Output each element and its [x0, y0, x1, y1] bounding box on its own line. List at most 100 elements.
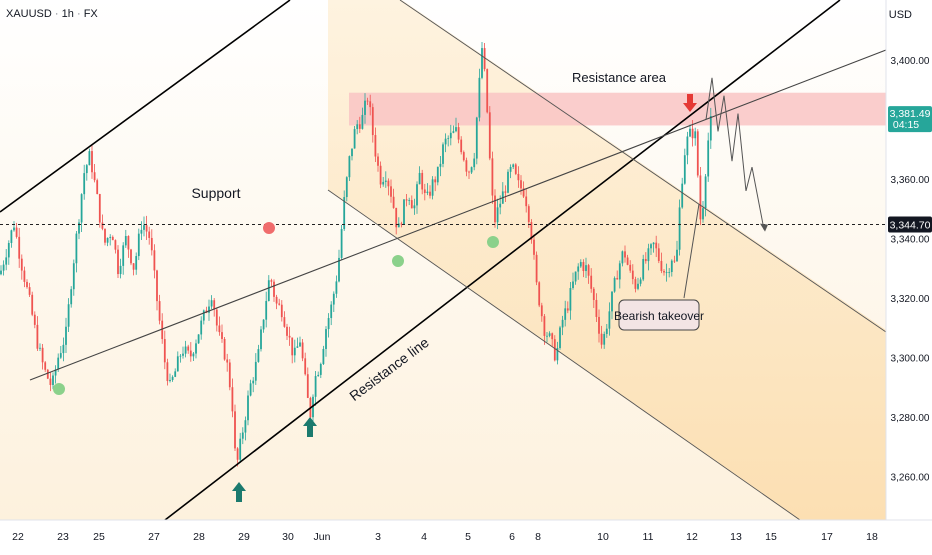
candle-body	[491, 158, 494, 196]
candle-body	[520, 180, 522, 189]
candle-body	[481, 48, 483, 78]
candle-body	[704, 176, 707, 209]
candle-body	[686, 136, 689, 156]
price-axis[interactable]	[886, 0, 932, 520]
candle-body	[527, 206, 530, 223]
candle-body	[364, 100, 366, 115]
support-level-value: 3,344.70	[890, 220, 931, 232]
candle-body	[59, 353, 62, 358]
candle-body	[509, 167, 512, 172]
candle-body	[330, 304, 333, 319]
time-tick-label: 23	[57, 531, 69, 543]
candle-body	[657, 248, 660, 261]
candle-body	[639, 279, 642, 284]
candle-body	[356, 124, 359, 130]
candle-body	[613, 278, 616, 292]
candle-body	[179, 355, 182, 357]
candle-body	[647, 248, 650, 262]
candle-body	[78, 222, 80, 234]
candle-body	[522, 188, 525, 197]
candle-body	[236, 448, 239, 460]
candle-body	[278, 303, 281, 305]
candle-body	[239, 438, 242, 460]
candle-body	[93, 172, 96, 181]
candle-body	[650, 244, 652, 249]
candle-body	[470, 167, 473, 173]
candle-body	[663, 271, 665, 273]
candle-body	[413, 205, 416, 209]
candle-body	[473, 158, 476, 168]
candle-body	[533, 239, 535, 255]
candle-body	[371, 107, 374, 136]
time-tick-label: 8	[535, 531, 541, 543]
candle-body	[600, 333, 603, 345]
candle-body	[408, 200, 411, 201]
time-axis[interactable]	[0, 520, 932, 550]
candle-body	[673, 260, 676, 262]
price-tick-label: 3,360.00	[891, 175, 930, 186]
candle-body	[626, 257, 629, 265]
candle-body	[306, 374, 309, 398]
candle-body	[208, 306, 210, 313]
candle-body	[681, 183, 684, 208]
candle-body	[535, 254, 538, 283]
candle-body	[369, 101, 372, 108]
candle-body	[395, 207, 398, 228]
green-dot-marker	[487, 236, 499, 248]
candle-body	[439, 163, 442, 167]
candle-body	[286, 326, 288, 336]
candle-body	[226, 359, 229, 363]
price-tick-label: 3,400.00	[891, 56, 930, 67]
candle-body	[499, 203, 502, 208]
candle-body	[140, 229, 143, 234]
candle-body	[338, 257, 340, 282]
candle-body	[416, 184, 418, 206]
candle-body	[26, 281, 28, 288]
candle-body	[652, 242, 655, 245]
resistance-area-label: Resistance area	[572, 70, 667, 85]
candle-body	[574, 271, 577, 282]
candle-body	[114, 240, 117, 250]
candle-body	[709, 116, 712, 141]
candle-body	[10, 230, 13, 243]
candle-body	[247, 395, 249, 421]
candle-body	[668, 272, 671, 273]
candle-body	[343, 197, 346, 230]
candle-body	[244, 420, 247, 433]
candle-body	[403, 199, 405, 225]
candle-body	[280, 304, 283, 318]
candle-body	[117, 249, 119, 275]
candle-body	[689, 128, 691, 137]
projection-path	[705, 77, 765, 230]
candle-body	[176, 356, 179, 372]
time-tick-label: 6	[509, 531, 515, 543]
symbol-header[interactable]: XAUUSD · 1h · FX	[6, 8, 98, 20]
candle-body	[696, 131, 699, 176]
candle-body	[127, 236, 130, 250]
candle-body	[20, 258, 23, 271]
candle-body	[153, 250, 156, 271]
candle-body	[538, 282, 541, 306]
candle-body	[366, 100, 369, 102]
candle-body	[488, 112, 491, 159]
candle-body	[462, 152, 465, 161]
candle-body	[514, 164, 517, 174]
candle-body	[28, 287, 31, 295]
candle-body	[582, 262, 585, 272]
time-tick-label: 5	[465, 531, 471, 543]
candle-body	[200, 320, 203, 335]
candle-body	[187, 346, 190, 351]
candle-body	[109, 236, 112, 238]
red-dot-marker	[263, 222, 275, 234]
candle-body	[426, 191, 429, 194]
down-arrow-icon	[683, 94, 697, 112]
candle-body	[551, 333, 554, 340]
candle-body	[46, 369, 49, 379]
candle-body	[598, 316, 600, 334]
candle-body	[304, 358, 307, 375]
candle-body	[390, 186, 392, 197]
candle-body	[572, 281, 574, 289]
candle-body	[15, 227, 18, 237]
